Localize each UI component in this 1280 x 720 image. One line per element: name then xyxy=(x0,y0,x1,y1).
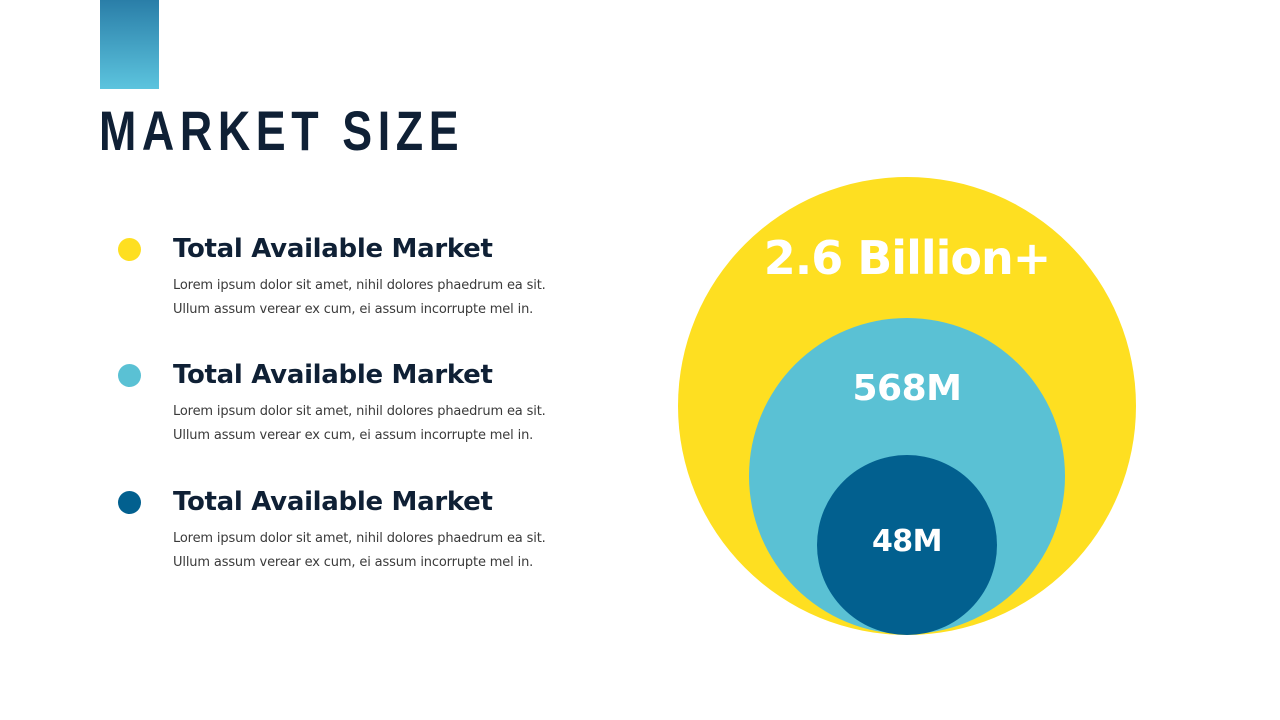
description-line: Lorem ipsum dolor sit amet, nihil dolore… xyxy=(173,404,546,419)
description-line: Lorem ipsum dolor sit amet, nihil dolore… xyxy=(173,531,546,546)
market-item-description: Lorem ipsum dolor sit amet, nihil dolore… xyxy=(173,527,573,575)
market-item-title: Total Available Market xyxy=(173,360,493,390)
description-line: Ullum assum verear ex cum, ei assum inco… xyxy=(173,302,534,317)
description-line: Ullum assum verear ex cum, ei assum inco… xyxy=(173,555,534,570)
dark-blue-bullet-icon xyxy=(118,491,141,514)
inner-circle-label: 48M xyxy=(871,524,943,559)
yellow-bullet-icon xyxy=(118,238,141,261)
accent-bar xyxy=(100,0,159,89)
description-line: Lorem ipsum dolor sit amet, nihil dolore… xyxy=(173,278,546,293)
outer-circle-label: 2.6 Billion+ xyxy=(763,231,1052,285)
market-item-title: Total Available Market xyxy=(173,234,493,264)
middle-circle-label: 568M xyxy=(852,368,962,409)
description-line: Ullum assum verear ex cum, ei assum inco… xyxy=(173,428,534,443)
inner-market-circle: 48M xyxy=(817,455,997,635)
light-blue-bullet-icon xyxy=(118,364,141,387)
page-title: MARKET SIZE xyxy=(99,99,465,162)
market-item-description: Lorem ipsum dolor sit amet, nihil dolore… xyxy=(173,274,573,322)
market-item-title: Total Available Market xyxy=(173,487,493,517)
market-item-description: Lorem ipsum dolor sit amet, nihil dolore… xyxy=(173,400,573,448)
